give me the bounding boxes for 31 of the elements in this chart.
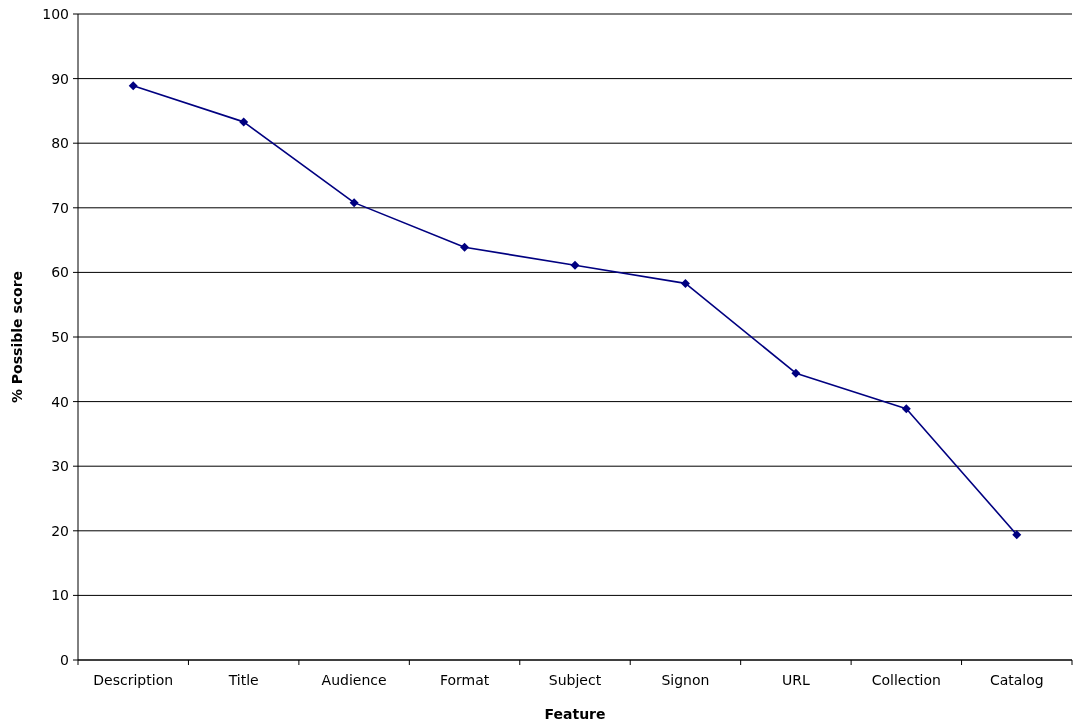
y-tick-label: 100 bbox=[42, 5, 69, 22]
point bbox=[349, 198, 359, 208]
y-tick-label: 50 bbox=[51, 328, 69, 345]
y-tick-label: 80 bbox=[51, 135, 69, 152]
y-tick-label: 10 bbox=[51, 587, 69, 604]
x-tick-label: URL bbox=[782, 672, 810, 688]
x-tick-label: Format bbox=[439, 672, 490, 688]
x-tick-label: Subject bbox=[548, 672, 602, 688]
y-tick-label: 60 bbox=[51, 264, 69, 281]
x-tick-label: Catalog bbox=[989, 672, 1044, 688]
point bbox=[901, 404, 911, 414]
point bbox=[791, 368, 801, 378]
point bbox=[239, 117, 249, 127]
x-tick-label: Signon bbox=[661, 672, 710, 688]
x-tick-label: Title bbox=[227, 672, 259, 688]
x-tick-label: Collection bbox=[871, 672, 941, 688]
x-tick-label: Description bbox=[93, 672, 174, 688]
point bbox=[570, 260, 580, 270]
point bbox=[128, 81, 138, 91]
point bbox=[680, 278, 690, 288]
y-tick-label: 30 bbox=[51, 458, 69, 475]
y-axis-title: % Possible score bbox=[9, 270, 25, 404]
x-axis-title: Feature bbox=[544, 706, 606, 722]
y-tick-label: 20 bbox=[51, 522, 69, 539]
y-tick-label: 0 bbox=[60, 651, 69, 668]
x-tick-label: Audience bbox=[321, 672, 387, 688]
point bbox=[460, 242, 470, 252]
y-tick-label: 40 bbox=[51, 393, 69, 410]
y-tick-label: 70 bbox=[51, 199, 69, 216]
point bbox=[1012, 530, 1022, 540]
y-tick-label: 90 bbox=[51, 70, 69, 87]
